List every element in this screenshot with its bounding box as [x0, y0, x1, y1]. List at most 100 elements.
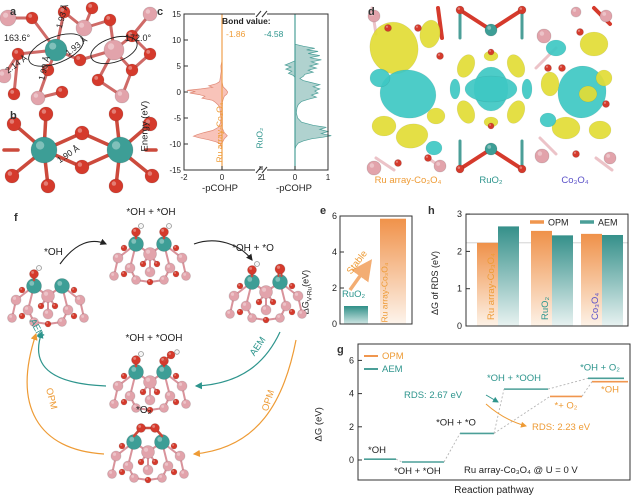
f-species-oh-ooh: *OH + *OOH [125, 333, 183, 344]
bond-value-right: -4.58 [264, 29, 284, 39]
svg-text:AEM: AEM [598, 218, 618, 228]
panel-d-charge-density: d Ru array-Co₃O₄ RuO₂ Co₃O₄ [366, 2, 635, 198]
svg-text:-1: -1 [258, 173, 266, 182]
svg-text:6: 6 [332, 211, 337, 221]
svg-text:*+ O₂: *+ O₂ [555, 400, 578, 411]
svg-text:*OH: *OH [601, 385, 619, 396]
svg-text:0: 0 [177, 88, 182, 97]
svg-text:Ru array-Co₃O₄ @ U = 0 V: Ru array-Co₃O₄ @ U = 0 V [464, 465, 578, 476]
bar-ru-array [380, 218, 406, 324]
panel-h-rds-chart: h 0 1 2 3 Ru array-Co₃O₄ RuO₂ Co₃O₄ OPM AEM ΔG o… [426, 202, 635, 338]
svg-text:2: 2 [457, 246, 462, 256]
svg-text:3: 3 [457, 209, 462, 219]
svg-text:2: 2 [332, 283, 337, 293]
reaction-cycle-diagram [7, 223, 307, 484]
charge-density-ruo2-image [449, 5, 533, 174]
panel-c-letter: c [157, 6, 164, 18]
svg-text:*OH + O₂: *OH + O₂ [580, 362, 620, 373]
angle-label-right: 172.0° [125, 33, 152, 43]
panel-e-letter: e [320, 205, 327, 217]
e-bar-label-ru-array: Ru array-Co₃O₄ [379, 262, 390, 323]
svg-text:-5: -5 [174, 114, 182, 123]
svg-text:RDS: 2.67 eV: RDS: 2.67 eV [404, 390, 463, 401]
svg-text:RuO₂: RuO₂ [540, 296, 551, 320]
charge-density-co3o4-image [534, 6, 617, 172]
svg-text:10: 10 [172, 36, 181, 45]
structure-a-image [0, 1, 158, 106]
svg-text:*OH + *O: *OH + *O [436, 417, 476, 428]
svg-text:4: 4 [349, 389, 354, 399]
c-series-label-ruo2: RuO₂ [254, 127, 265, 149]
bond-value-title: Bond value: [222, 16, 271, 26]
d-label-co3o4: Co₃O₄ [561, 175, 589, 186]
svg-text:*OH + *OOH: *OH + *OOH [487, 373, 541, 384]
svg-text:1: 1 [457, 284, 462, 294]
charge-density-ru-array-image [366, 6, 447, 176]
rds-bar-chart: 0 1 2 3 Ru array-Co₃O₄ RuO₂ Co₃O₄ OPM AEM [457, 209, 629, 331]
svg-text:0: 0 [332, 319, 337, 329]
bar-opm [531, 230, 552, 326]
slab-structure [109, 223, 191, 286]
f-species-oh: *OH [44, 247, 63, 258]
panel-g-letter: g [337, 344, 344, 356]
h-y-axis-label: ΔG of RDS (eV) [430, 250, 440, 315]
bar-opm [581, 233, 602, 326]
g-x-axis-label: Reaction pathway [454, 485, 534, 496]
svg-text:*OH: *OH [368, 445, 386, 456]
svg-text:4: 4 [332, 247, 337, 257]
structure-b-image [2, 106, 160, 194]
svg-text:*OH + *OH: *OH + *OH [394, 466, 441, 477]
svg-text:0: 0 [293, 173, 298, 182]
slab-structure [107, 423, 189, 484]
bar-ruo2 [344, 306, 368, 324]
svg-text:5: 5 [177, 62, 182, 71]
svg-text:RDS: 2.23 eV: RDS: 2.23 eV [532, 422, 591, 433]
c-x-label-right: -pCOHP [276, 183, 312, 194]
f-species-oh-oh: *OH + *OH [126, 207, 176, 218]
f-species-o2: *O₂ [136, 405, 152, 416]
svg-text:2: 2 [258, 173, 263, 182]
panel-h-letter: h [428, 205, 435, 217]
stability-bar-chart: 0 2 4 6 [332, 211, 413, 329]
c-y-axis-label: Energy (eV) [139, 100, 151, 152]
svg-text:OPM: OPM [548, 218, 569, 228]
panel-d-letter: d [368, 6, 375, 18]
slab-structure [109, 349, 191, 414]
panel-f-reaction-cycle: f *OH *OH + *OH *OH + *O *OH + *OOH *O₂ … [4, 200, 336, 500]
slab-structure [7, 265, 89, 328]
svg-text:2: 2 [349, 422, 354, 432]
svg-text:OPM: OPM [382, 351, 404, 362]
bar-aem [602, 234, 623, 326]
panel-c-pcohp-chart: c 15 10 5 0 -5 -10 -15 -2 0 2 -1 0 1 Energy (eV) Bon… [140, 2, 336, 198]
panel-b-letter: b [10, 110, 17, 122]
panel-g-pathway-chart: g 0 2 4 6 *OH *OH + *OH *OH + *O *OH + *OOH *+ O… [314, 338, 635, 500]
bar-aem [498, 226, 519, 326]
panel-f-letter: f [14, 212, 18, 224]
slab-structure [225, 261, 307, 324]
svg-text:6: 6 [349, 355, 354, 365]
svg-text:1: 1 [326, 173, 331, 182]
bond-value-left: -1.86 [226, 29, 246, 39]
svg-text:Co₃O₄: Co₃O₄ [590, 293, 601, 320]
svg-text:-2: -2 [180, 173, 188, 182]
e-bar-label-ruo2: RuO₂ [342, 289, 366, 300]
svg-text:15: 15 [172, 10, 181, 19]
svg-text:0: 0 [220, 173, 225, 182]
svg-text:0: 0 [457, 321, 462, 331]
d-label-ru-array: Ru array-Co₃O₄ [374, 175, 442, 186]
reaction-pathway-plot: 0 2 4 6 *OH *OH + *OH *OH + *O *OH + *OOH *+ O₂ *… [349, 343, 631, 481]
svg-text:-15: -15 [169, 166, 181, 175]
f-species-oh-o: *OH + *O [232, 243, 274, 254]
panel-a: a 163.6° 172.0° 1.93 Å 1.93 Å 2.14 Å 1.9… [0, 1, 158, 106]
bar-opm [477, 242, 498, 326]
g-y-axis-label: ΔG (eV) [313, 407, 325, 442]
panel-a-letter: a [10, 6, 17, 18]
panel-b: b 1.90 Å [2, 106, 160, 198]
svg-text:0: 0 [349, 455, 354, 465]
d-label-ruo2: RuO₂ [479, 175, 503, 186]
c-series-label-ru-array: Ru array-Co₃O₄ [214, 102, 225, 163]
bar-aem [552, 235, 573, 326]
